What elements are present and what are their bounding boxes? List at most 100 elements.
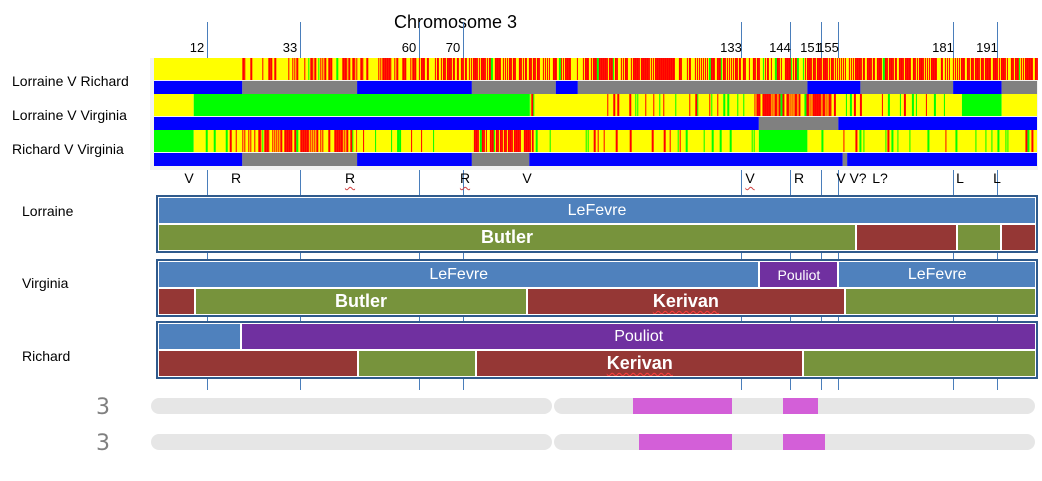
snp-stripe <box>642 58 645 80</box>
snp-stripe <box>730 58 732 80</box>
match-segment-1-2 <box>242 81 358 94</box>
snp-stripe <box>943 94 945 116</box>
person-label-lorraine: Lorraine <box>22 203 74 219</box>
snp-stripe <box>388 58 391 80</box>
snp-stripe <box>894 58 897 80</box>
snp-stripe <box>302 130 305 152</box>
snp-stripe <box>966 58 969 80</box>
snp-stripe <box>562 58 564 80</box>
snp-stripe <box>475 130 478 152</box>
position-label-144: 144 <box>769 40 791 55</box>
snp-stripe <box>806 94 809 116</box>
snp-stripe <box>310 130 312 152</box>
match-highlight <box>632 398 733 414</box>
snp-stripe <box>694 58 696 80</box>
snp-stripe <box>786 94 789 116</box>
match-segment-3-6 <box>842 153 848 166</box>
ancestor-segment-pouliot: Pouliot <box>241 323 1036 350</box>
snp-stripe <box>960 58 963 80</box>
snp-stripe <box>856 58 859 80</box>
snp-stripe <box>322 58 324 80</box>
snp-stripe <box>784 58 787 80</box>
snp-stripe <box>258 130 261 152</box>
snp-stripe <box>664 58 667 80</box>
snp-stripe <box>766 94 769 116</box>
snp-stripe <box>1026 58 1029 80</box>
snp-stripe <box>892 58 894 80</box>
match-segment-3-5 <box>529 153 843 166</box>
snp-stripe <box>723 94 726 116</box>
snp-stripe <box>506 58 508 80</box>
snp-stripe <box>477 130 479 152</box>
snp-stripe <box>515 130 518 152</box>
crossover-letter: V <box>522 170 532 186</box>
snp-stripe <box>1018 58 1020 80</box>
snp-stripe <box>522 58 524 80</box>
snp-stripe <box>662 58 665 80</box>
snp-stripe <box>685 130 688 152</box>
snp-stripe <box>751 130 753 152</box>
snp-stripe <box>360 58 363 80</box>
snp-stripe <box>262 130 264 152</box>
snp-stripe <box>304 130 307 152</box>
snp-stripe <box>660 58 663 80</box>
snp-stripe <box>848 58 850 80</box>
snp-stripe <box>720 58 722 80</box>
snp-stripe <box>552 58 555 80</box>
snp-stripe <box>998 58 1000 80</box>
snp-stripe <box>646 58 649 80</box>
ancestor-segment-butler <box>845 288 1036 315</box>
snp-stripe <box>849 94 852 116</box>
snp-stripe <box>672 58 675 80</box>
snp-stripe <box>491 130 494 152</box>
ibd-segment-3-2 <box>193 130 243 152</box>
position-label-70: 70 <box>445 40 461 55</box>
ancestor-segment-kerivan: Kerivan <box>526 288 846 315</box>
snp-stripe <box>830 94 832 116</box>
snp-stripe <box>786 58 789 80</box>
snp-stripe <box>756 94 759 116</box>
snp-stripe <box>274 130 276 152</box>
snp-stripe <box>748 58 750 80</box>
match-segment-1-10 <box>1001 81 1037 94</box>
snp-stripe <box>658 58 661 80</box>
match-segment-1-6 <box>577 81 808 94</box>
snp-stripe <box>244 58 246 80</box>
snp-stripe <box>328 130 331 152</box>
crossover-letter: R <box>230 170 242 186</box>
snp-stripe <box>928 58 930 80</box>
snp-stripe <box>780 58 782 80</box>
snp-stripe <box>560 58 562 80</box>
snp-stripe <box>650 58 652 80</box>
snp-stripe <box>1030 58 1033 80</box>
ancestor-label: Pouliot <box>777 266 821 283</box>
snp-stripe <box>814 58 816 80</box>
snp-stripe <box>517 130 520 152</box>
snp-stripe <box>885 130 887 152</box>
snp-stripe <box>648 58 650 80</box>
snp-stripe <box>778 58 780 80</box>
position-label-191: 191 <box>976 40 998 55</box>
snp-stripe <box>792 94 794 116</box>
ibd-segment-2-6 <box>961 94 1002 116</box>
snp-stripe <box>872 58 875 80</box>
snp-stripe <box>818 94 821 116</box>
snp-stripe <box>991 130 993 152</box>
position-label-181: 181 <box>932 40 954 55</box>
snp-stripe <box>340 130 343 152</box>
snp-stripe <box>653 94 655 116</box>
diagram-title: Chromosome 3 <box>394 12 518 32</box>
snp-stripe <box>274 58 277 80</box>
snp-stripe <box>529 94 531 116</box>
snp-stripe <box>882 58 885 80</box>
snp-stripe <box>794 58 797 80</box>
ancestor-segment-lefevre: LeFevre <box>158 261 760 288</box>
snp-stripe <box>512 58 515 80</box>
snp-stripe <box>375 130 377 152</box>
snp-stripe <box>766 58 769 80</box>
snp-stripe <box>448 58 451 80</box>
snp-stripe <box>890 58 893 80</box>
snp-stripe <box>476 58 478 80</box>
snp-stripe <box>350 130 353 152</box>
snp-stripe <box>876 58 879 80</box>
